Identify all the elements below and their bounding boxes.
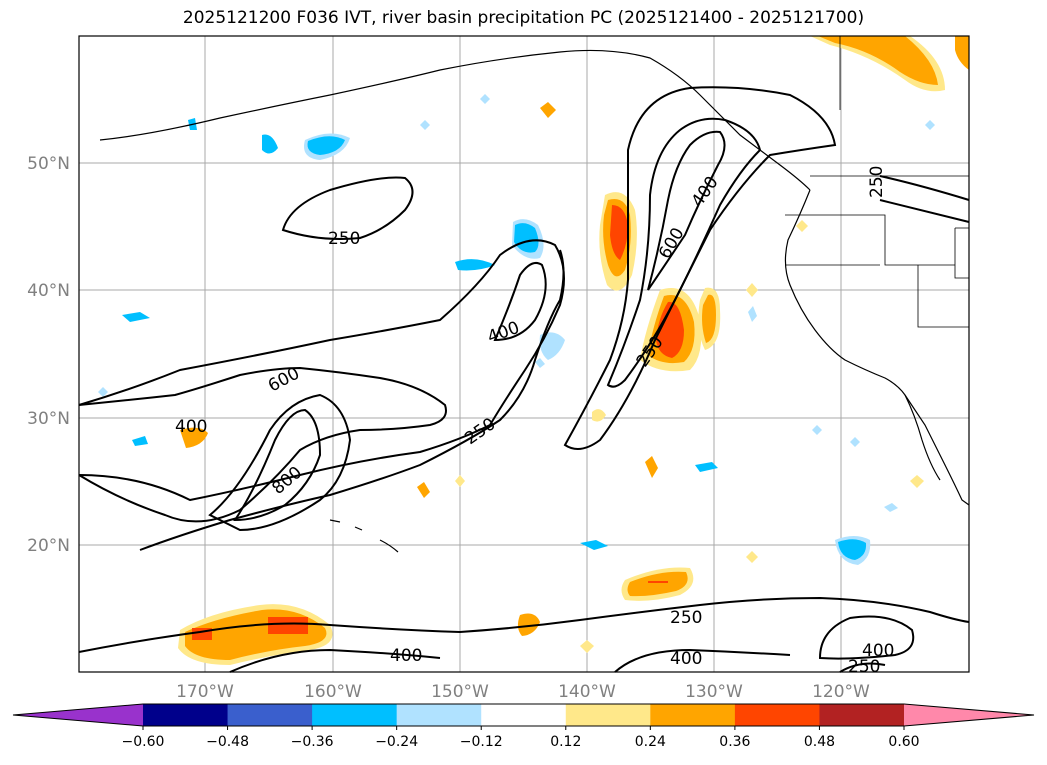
contour-600-east xyxy=(647,130,726,291)
contour-label: 400 xyxy=(670,649,702,669)
latitude-labels: 50°N 40°N 30°N 20°N xyxy=(27,154,70,556)
lon-label: 130°W xyxy=(685,682,743,702)
colorbar-tick-label: 0.24 xyxy=(635,734,666,750)
map-title: 2025121200 F036 IVT, river basin precipi… xyxy=(182,8,865,28)
colorbar-extend-high xyxy=(904,704,1034,726)
colorbar-tick-label: −0.60 xyxy=(122,734,165,750)
map-frame xyxy=(78,35,970,673)
lat-label: 50°N xyxy=(27,154,70,174)
colorbar-segment xyxy=(312,704,398,726)
contour-label: 400 xyxy=(175,417,207,437)
contour-250-west-arm xyxy=(139,249,565,551)
colorbar-segment xyxy=(734,704,820,726)
colorbar-segment xyxy=(396,704,482,726)
lon-label: 150°W xyxy=(431,682,489,702)
lon-label: 140°W xyxy=(558,682,616,702)
contour-label: 250 xyxy=(328,229,360,249)
contour-400-south-c xyxy=(818,615,915,660)
gridlines xyxy=(79,36,969,672)
colorbar-tick-label: −0.36 xyxy=(291,734,334,750)
colorbar-tick-label: 0.60 xyxy=(888,734,919,750)
contour-400-south-b xyxy=(614,648,791,673)
colorbar-tick-label: 0.12 xyxy=(550,734,581,750)
contour-250-north xyxy=(281,176,414,240)
contour-label: 250 xyxy=(670,608,702,628)
longitude-labels: 170°W 160°W 150°W 140°W 130°W 120°W xyxy=(176,682,870,702)
colorbar-segment xyxy=(565,704,651,726)
contour-label: 400 xyxy=(390,646,422,666)
colorbar-tick-label: −0.12 xyxy=(460,734,503,750)
ivt-contours xyxy=(78,86,970,673)
alaska-coastline xyxy=(99,49,811,191)
contour-400-arc xyxy=(493,262,547,342)
map-background xyxy=(79,36,969,672)
contour-250-south xyxy=(78,596,970,653)
contour-600-central xyxy=(208,393,352,532)
contour-label: 400 xyxy=(862,641,894,661)
colorbar-extend-low xyxy=(13,704,143,726)
lon-label: 170°W xyxy=(176,682,234,702)
colorbar-tick-label: −0.24 xyxy=(375,734,418,750)
hawaii-islands xyxy=(329,519,399,553)
contour-400-east xyxy=(606,117,762,388)
lon-label: 120°W xyxy=(812,682,870,702)
contour-250-east-arm xyxy=(563,86,837,450)
contour-400-south-a xyxy=(229,648,441,673)
colorbar-tick-label: −0.48 xyxy=(206,734,249,750)
colorbar-tick-label: 0.36 xyxy=(719,734,750,750)
political-borders xyxy=(785,36,969,328)
lat-label: 20°N xyxy=(27,536,70,556)
contour-label: 250 xyxy=(867,166,887,198)
lat-label: 40°N xyxy=(27,281,70,301)
colorbar-tick-label: 0.48 xyxy=(804,734,835,750)
lon-label: 160°W xyxy=(304,682,362,702)
contour-250-main xyxy=(78,239,565,502)
colorbar-segment xyxy=(481,704,567,726)
colorbar-segment xyxy=(650,704,736,726)
baja-coastline xyxy=(904,394,941,481)
lat-label: 30°N xyxy=(27,409,70,429)
colorbar: −0.60 −0.48 −0.36 −0.24 −0.12 0.12 0.24 0.36 0.4… xyxy=(12,703,1035,750)
contour-250-se xyxy=(839,662,886,673)
colorbar-segment xyxy=(819,704,905,726)
colorbar-segment xyxy=(227,704,313,726)
colorbar-segment xyxy=(143,704,229,726)
contour-250-ne xyxy=(879,175,970,223)
contour-400-central xyxy=(78,366,447,523)
